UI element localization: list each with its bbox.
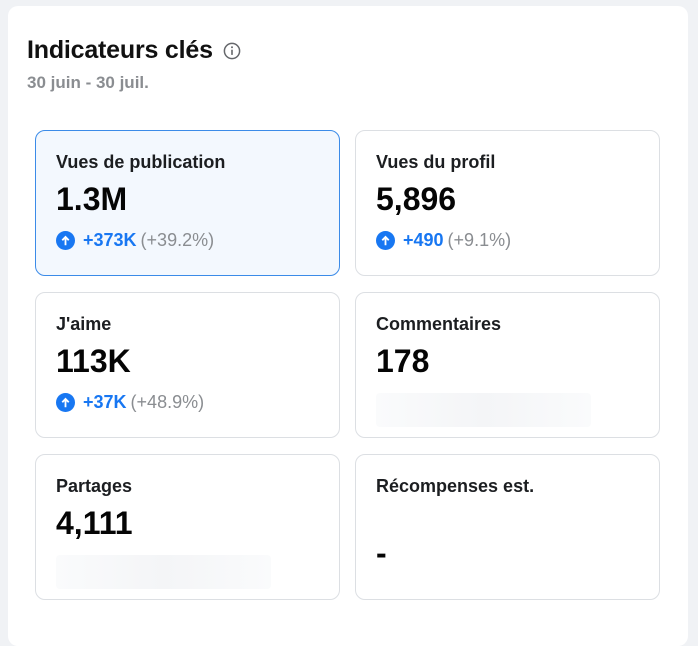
delta-percent: (+39.2%) [140, 230, 215, 250]
title-row: Indicateurs clés [27, 36, 241, 65]
arrow-up-circle-icon [376, 230, 395, 250]
delta-absolute: +373K [83, 230, 137, 250]
delta-placeholder [376, 393, 591, 427]
metric-value: 1.3M [56, 181, 128, 217]
arrow-up-circle-icon [56, 392, 75, 412]
info-circle-icon[interactable] [223, 42, 241, 60]
delta-percent: (+9.1%) [447, 230, 512, 250]
metric-value: 4,111 [56, 505, 133, 541]
metric-delta: +373K (+39.2%) [56, 229, 319, 251]
metric-card-comments[interactable]: Commentaires 178 [355, 292, 660, 438]
metric-delta: +37K (+48.9%) [56, 391, 319, 413]
delta-percent: (+48.9%) [130, 392, 205, 412]
metric-card-estimated-rewards[interactable]: Récompenses est. - [355, 454, 660, 600]
metric-label: Vues du profil [376, 152, 496, 172]
metric-label: Commentaires [376, 314, 502, 334]
date-range: 30 juin - 30 juil. [27, 73, 149, 92]
metric-value: 178 [376, 343, 430, 379]
metric-value: 113K [56, 343, 131, 379]
metric-card-shares[interactable]: Partages 4,111 [35, 454, 340, 600]
metric-label: J'aime [56, 314, 112, 334]
metric-card-likes[interactable]: J'aime 113K +37K (+48.9%) [35, 292, 340, 438]
metric-delta: +490 (+9.1%) [376, 229, 639, 251]
metric-value: - [376, 535, 387, 571]
metric-label: Récompenses est. [376, 476, 535, 496]
delta-absolute: +37K [83, 392, 127, 412]
panel-header: Indicateurs clés 30 juin - 30 juil. [27, 36, 241, 93]
arrow-up-circle-icon [56, 230, 75, 250]
metric-value: 5,896 [376, 181, 457, 217]
metric-card-post-views[interactable]: Vues de publication 1.3M +373K (+39.2%) [35, 130, 340, 276]
panel-title: Indicateurs clés [27, 36, 213, 64]
delta-absolute: +490 [403, 230, 444, 250]
metric-label: Partages [56, 476, 133, 496]
metric-card-profile-views[interactable]: Vues du profil 5,896 +490 (+9.1%) [355, 130, 660, 276]
delta-placeholder [56, 555, 271, 589]
metric-label: Vues de publication [56, 152, 226, 172]
